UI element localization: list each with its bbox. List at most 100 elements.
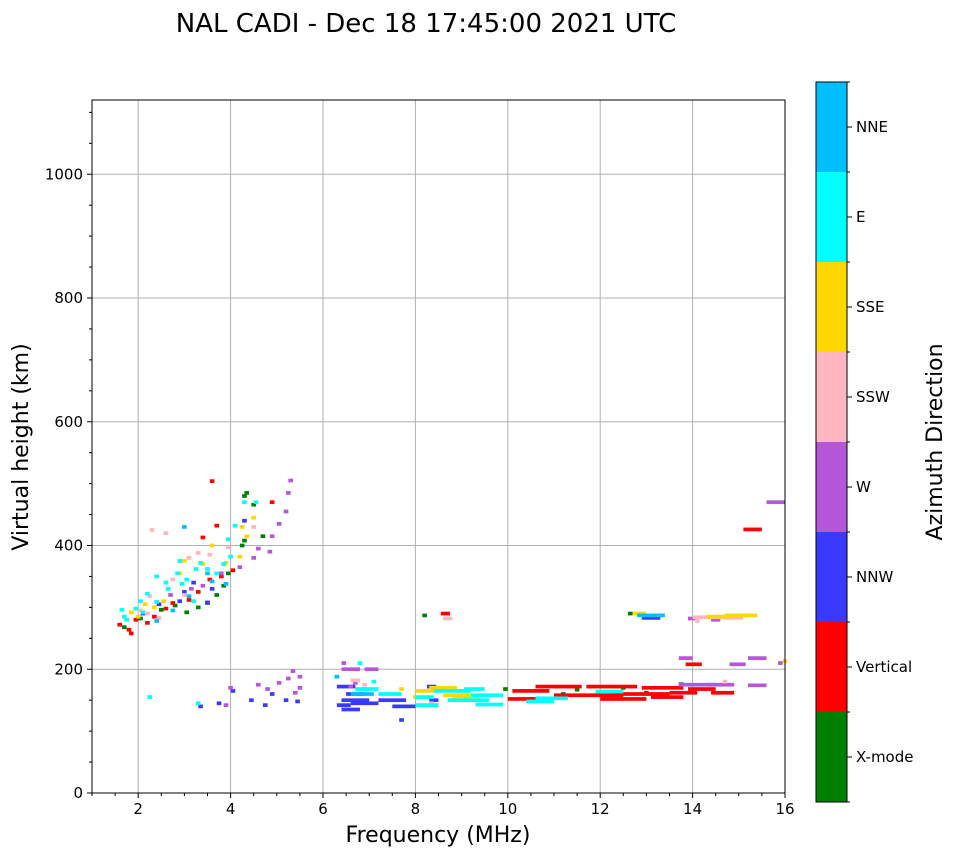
data-point-e xyxy=(371,679,377,684)
data-point-nnw xyxy=(230,689,236,693)
data-point-vertical xyxy=(152,614,157,619)
data-point-vertical xyxy=(209,479,215,484)
data-point-x-mode xyxy=(122,625,127,630)
data-point-nne xyxy=(154,619,159,623)
data-point-vertical xyxy=(214,523,220,528)
data-point-e xyxy=(154,574,159,579)
data-point-vertical xyxy=(170,601,176,605)
data-point-ssw xyxy=(170,577,176,582)
data-point-e xyxy=(232,523,238,528)
data-segment-nnw xyxy=(336,703,351,707)
colorbar-label: Azimuth Direction xyxy=(923,343,948,540)
data-segment-w xyxy=(341,667,360,672)
data-segment-nne xyxy=(350,692,374,696)
data-segment-vertical xyxy=(535,684,582,689)
data-point-nnw xyxy=(295,699,300,704)
data-point-w xyxy=(353,681,358,685)
data-point-sse xyxy=(399,687,404,691)
colorbar-segment-sse xyxy=(816,262,847,352)
data-point-e xyxy=(179,582,185,586)
data-segment-ssw xyxy=(443,616,453,621)
data-segment-vertical xyxy=(687,687,716,691)
data-segment-ssw xyxy=(724,616,744,620)
data-point-vertical xyxy=(145,620,150,625)
data-point-x-mode xyxy=(574,687,580,692)
data-segment-sse xyxy=(415,689,439,693)
data-point-ssw xyxy=(195,551,201,555)
colorbar-tick-label: NNW xyxy=(856,568,893,586)
data-point-w xyxy=(251,556,257,560)
data-point-x-mode xyxy=(214,593,220,597)
x-tick-label: 6 xyxy=(318,800,328,818)
data-point-e xyxy=(165,586,171,591)
data-point-vertical xyxy=(219,574,224,579)
data-point-nnw xyxy=(177,599,183,604)
data-point-sse xyxy=(209,543,215,548)
data-point-x-mode xyxy=(627,611,633,616)
colorbar-segment-x-mode xyxy=(816,712,847,802)
data-point-x-mode xyxy=(422,613,427,618)
data-segment-sse xyxy=(724,613,758,618)
data-segment-sse xyxy=(443,693,471,698)
data-point-w xyxy=(219,571,224,576)
data-point-nne xyxy=(205,571,210,576)
data-segment-vertical xyxy=(651,695,684,699)
x-tick-label: 16 xyxy=(775,800,794,818)
data-point-e xyxy=(163,580,169,585)
data-point-nne xyxy=(223,582,229,586)
data-segment-e xyxy=(470,693,504,698)
chart-title: NAL CADI - Dec 18 17:45:00 2021 UTC xyxy=(176,9,676,39)
data-point-w xyxy=(292,690,298,695)
data-segment-vertical xyxy=(507,697,545,701)
data-point-w xyxy=(223,703,229,707)
data-point-x-mode xyxy=(172,603,178,608)
data-segment-e xyxy=(415,695,434,699)
data-point-w xyxy=(286,676,291,681)
data-segment-e xyxy=(415,703,439,707)
colorbar-tick-label: W xyxy=(856,478,871,496)
data-point-e xyxy=(225,537,231,542)
data-segment-w xyxy=(678,682,716,687)
data-point-sse xyxy=(200,562,206,566)
data-segment-w xyxy=(364,667,379,672)
data-point-e xyxy=(221,562,226,566)
data-point-nnw xyxy=(262,703,268,707)
data-point-e xyxy=(253,500,259,505)
data-point-w xyxy=(276,681,282,685)
data-point-e xyxy=(357,661,363,665)
data-point-sse xyxy=(182,559,187,563)
data-point-w xyxy=(341,661,347,665)
data-point-ssw xyxy=(251,525,257,529)
x-tick-label: 10 xyxy=(498,800,517,818)
colorbar-tick-label: NNE xyxy=(856,118,888,136)
data-point-vertical xyxy=(126,627,132,632)
colorbar-tick-label: Vertical xyxy=(856,658,912,676)
colorbar-tick-label: SSE xyxy=(856,298,885,316)
data-point-e xyxy=(177,559,183,563)
data-segment-nnw xyxy=(378,698,407,703)
data-point-ssw xyxy=(186,556,192,560)
data-point-x-mode xyxy=(239,543,245,548)
data-point-nnw xyxy=(269,692,275,696)
data-point-x-mode xyxy=(503,687,508,691)
data-segment-e xyxy=(447,698,490,703)
data-point-w xyxy=(168,593,173,597)
data-segment-vertical xyxy=(614,692,670,696)
data-point-e xyxy=(119,607,125,612)
data-point-vertical xyxy=(269,500,275,505)
data-point-e xyxy=(175,571,180,576)
data-point-nnw xyxy=(283,698,289,703)
data-point-nnw xyxy=(249,698,254,703)
data-segment-w xyxy=(678,656,693,660)
data-point-e xyxy=(122,614,127,619)
data-segment-e xyxy=(595,689,624,694)
data-point-w xyxy=(276,521,282,526)
data-segment-vertical xyxy=(743,527,762,532)
data-point-ssw xyxy=(156,616,162,620)
data-point-x-mode xyxy=(225,571,231,576)
colorbar: X-mode Vertical NNW W SSW SSE E NNE xyxy=(815,81,913,803)
data-point-x-mode xyxy=(242,494,247,498)
data-point-nne xyxy=(182,525,187,529)
grid xyxy=(92,100,786,794)
data-segment-w xyxy=(748,683,767,688)
